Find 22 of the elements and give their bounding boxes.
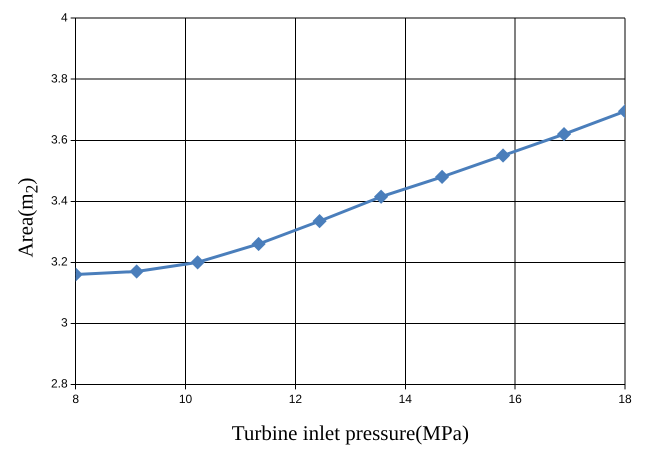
- x-tick-label: 12: [288, 392, 302, 406]
- point: [558, 128, 571, 141]
- x-tick-label: 8: [72, 392, 80, 406]
- x-tick-label: 14: [398, 392, 412, 406]
- point: [436, 170, 449, 184]
- point: [191, 256, 204, 269]
- y-tick-label: 3.4: [50, 194, 68, 208]
- point: [313, 214, 326, 228]
- point: [252, 238, 266, 251]
- y-tick-label: 4: [60, 10, 68, 25]
- y-tick-label: 3.8: [50, 72, 68, 86]
- x-tick-label: 10: [178, 392, 193, 406]
- x-axis-title: Turbine inlet pressure(MPa): [232, 420, 469, 445]
- point: [496, 149, 510, 162]
- y-tick-label: 2.8: [50, 376, 68, 391]
- x-tick-label: 16: [508, 392, 522, 406]
- point: [130, 264, 144, 278]
- y-tick-label: 3.6: [50, 132, 68, 147]
- point: [374, 190, 388, 204]
- y-tick-label: 3.2: [50, 254, 68, 269]
- x-tick-label: 18: [618, 392, 632, 406]
- y-tick-label: 3: [60, 316, 68, 330]
